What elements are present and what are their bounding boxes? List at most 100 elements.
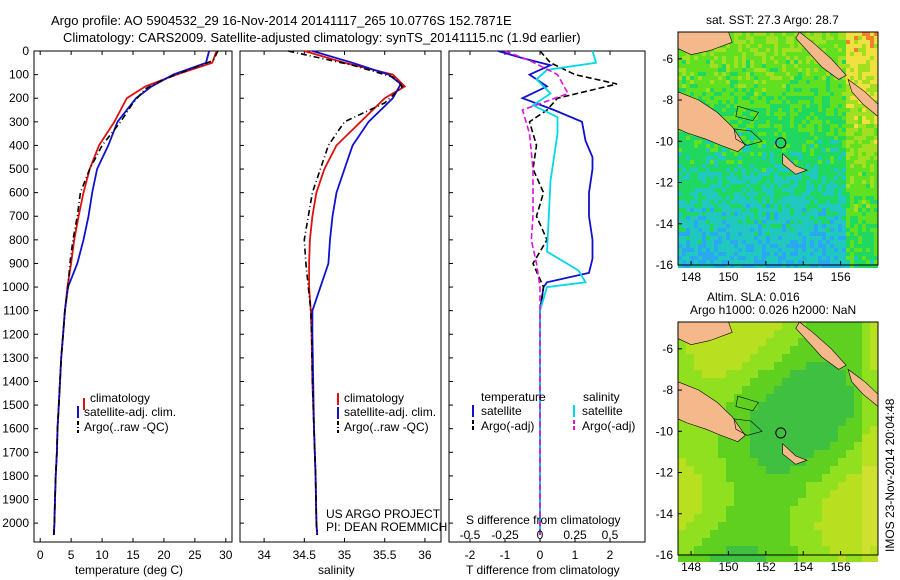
x-tick-label-4: 20 — [157, 548, 171, 562]
series-2 — [288, 50, 404, 535]
temperature-xlabel: temperature (deg C) — [75, 563, 183, 577]
difference-top-label: S difference from climatology — [466, 513, 621, 527]
sst-map: sat. SST: 27.3 Argo: 28.7 148 150 152 154 15… — [656, 13, 879, 284]
sla-map: Altim. SLA: 0.016 Argo h1000: 0.026 h200… — [656, 290, 879, 574]
legend-temperature-header: temperature — [481, 390, 546, 404]
salinity-x-axis: 34 34.5 35 35.5 36 — [257, 51, 432, 562]
series-1 — [52, 50, 210, 535]
x-tick-label-3: 1 — [572, 548, 579, 562]
lon-tick-1: 150 — [718, 270, 738, 284]
depth-label-12: 1200 — [2, 327, 29, 341]
temperature-x-axis: 0 5 10 15 20 25 30 — [37, 51, 233, 562]
sst-title: sat. SST: 27.3 Argo: 28.7 — [706, 13, 839, 27]
lon-tick-3: 154 — [793, 560, 813, 574]
depth-label-17: 1700 — [2, 445, 29, 459]
series-2 — [53, 50, 219, 535]
title-line-2: Climatology: CARS2009. Satellite-adjuste… — [63, 30, 581, 45]
depth-label-5: 500 — [9, 162, 29, 176]
temperature-panel: 0100200300400500600700800900100011001200… — [2, 44, 453, 577]
depth-label-8: 800 — [9, 233, 29, 247]
series-0 — [52, 50, 218, 535]
legend-argo: Argo(..raw -QC) — [84, 420, 169, 434]
lon-tick-4: 156 — [831, 270, 851, 284]
legend-temp-satellite: satellite — [481, 404, 522, 418]
depth-label-14: 1400 — [2, 374, 29, 388]
depth-label-15: 1500 — [2, 398, 29, 412]
depth-label-2: 200 — [9, 91, 29, 105]
difference-panel: -2 -1 0 1 2 temperature salinity satellite s… — [448, 50, 646, 577]
x-tick-label-2: 10 — [95, 548, 109, 562]
argo-position-marker — [775, 137, 787, 149]
lon-tick-1: 150 — [718, 560, 738, 574]
lat-tick-4: -14 — [656, 507, 674, 521]
depth-label-13: 1300 — [2, 351, 29, 365]
lat-tick-5: -16 — [656, 548, 674, 562]
depth-label-20: 2000 — [2, 516, 29, 530]
legend-salinity-header: salinity — [583, 390, 620, 404]
difference-legend: temperature salinity satellite satellite… — [472, 390, 635, 433]
series-0 — [304, 50, 407, 535]
lat-tick-4: -14 — [656, 217, 674, 231]
lat-tick-3: -12 — [656, 176, 674, 190]
x-tick-label-1: 5 — [68, 548, 75, 562]
x-tick-label-1: 34.5 — [293, 548, 317, 562]
imos-side-label: IMOS 23-Nov-2014 20:04:48 — [883, 398, 897, 552]
depth-label-3: 300 — [9, 115, 29, 129]
series-3 — [504, 50, 570, 535]
depth-label-1: 100 — [9, 68, 29, 82]
difference-x-axis: -2 -1 0 1 2 — [465, 51, 614, 562]
lat-tick-5: -16 — [656, 258, 674, 272]
series-1 — [528, 50, 618, 535]
top-tick-label-3: 0.25 — [563, 528, 587, 542]
depth-label-7: 700 — [9, 209, 29, 223]
lon-tick-2: 152 — [756, 270, 776, 284]
difference-xlabel: T difference from climatology — [466, 563, 620, 577]
salinity-legend: climatology satellite-adj. clim. Argo(..… — [337, 391, 436, 434]
pi-label: PI: DEAN ROEMMICH — [326, 520, 447, 534]
depth-label-16: 1600 — [2, 422, 29, 436]
lon-tick-2: 152 — [756, 560, 776, 574]
title-line-1: Argo profile: AO 5904532_29 16-Nov-2014 … — [51, 13, 512, 28]
x-tick-label-6: 30 — [219, 548, 233, 562]
temperature-legend: climatology satellite-adj. clim. Argo(..… — [77, 391, 176, 434]
x-tick-label-2: 35 — [338, 548, 352, 562]
salinity-panel: 34 34.5 35 35.5 36 climatology satellite-adj… — [239, 50, 447, 577]
temperature-series — [52, 50, 219, 535]
x-tick-label-5: 25 — [188, 548, 202, 562]
depth-label-11: 1100 — [3, 304, 29, 318]
legend-argo: Argo(..raw -QC) — [344, 420, 429, 434]
legend-temp-argo: Argo(-adj) — [481, 419, 534, 433]
lat-tick-1: -8 — [662, 93, 673, 107]
top-tick-label-4: 0.5 — [602, 528, 619, 542]
top-tick-label-0: -0.5 — [460, 528, 481, 542]
sla-title-1: Altim. SLA: 0.016 — [707, 290, 800, 304]
depth-label-6: 600 — [9, 186, 29, 200]
legend-satellite: satellite-adj. clim. — [84, 405, 176, 419]
lat-tick-0: -6 — [662, 52, 673, 66]
lon-tick-4: 156 — [831, 560, 851, 574]
depth-label-4: 400 — [9, 138, 29, 152]
project-label: US ARGO PROJECT — [326, 507, 441, 521]
depth-label-9: 900 — [9, 256, 29, 270]
top-tick-label-2: 0 — [537, 528, 544, 542]
legend-satellite: satellite-adj. clim. — [344, 405, 436, 419]
x-tick-label-2: 0 — [537, 548, 544, 562]
lat-tick-3: -12 — [656, 466, 674, 480]
x-tick-label-3: 15 — [126, 548, 140, 562]
depth-axis: 0 100 200 300 400 500 600 700 800 900 1000 1100 1200… — [2, 44, 453, 530]
top-tick-label-1: -0.25 — [491, 528, 519, 542]
x-tick-label-3: 35.5 — [373, 548, 397, 562]
depth-label-18: 1800 — [2, 469, 29, 483]
legend-sal-satellite: satellite — [582, 404, 623, 418]
depth-label-10: 1000 — [2, 280, 29, 294]
lat-tick-2: -10 — [656, 424, 674, 438]
legend-climatology: climatology — [344, 391, 404, 405]
legend-sal-argo: Argo(-adj) — [582, 419, 635, 433]
lon-tick-0: 148 — [681, 560, 701, 574]
x-tick-label-4: 2 — [607, 548, 614, 562]
legend-climatology: climatology — [90, 391, 150, 405]
salinity-xlabel: salinity — [318, 563, 355, 577]
difference-series — [497, 50, 618, 535]
sla-title-2: Argo h1000: 0.026 h2000: NaN — [690, 303, 856, 317]
